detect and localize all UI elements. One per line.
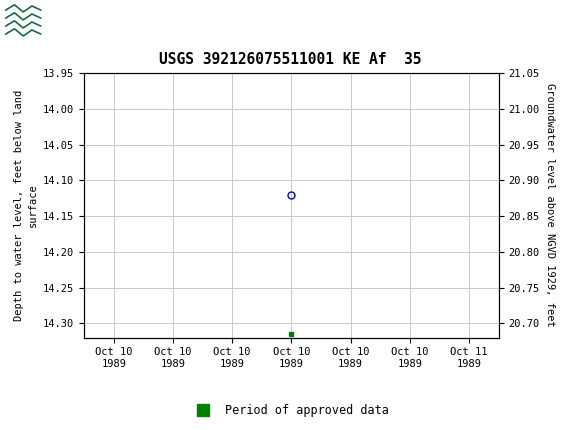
Y-axis label: Groundwater level above NGVD 1929, feet: Groundwater level above NGVD 1929, feet [545, 83, 555, 327]
Text: USGS: USGS [67, 11, 122, 29]
Bar [5, 3, 60, 37]
Legend: Period of approved data: Period of approved data [187, 399, 393, 422]
Y-axis label: Depth to water level, feet below land
surface: Depth to water level, feet below land su… [14, 90, 38, 321]
Text: USGS 392126075511001 KE Af  35: USGS 392126075511001 KE Af 35 [159, 52, 421, 67]
